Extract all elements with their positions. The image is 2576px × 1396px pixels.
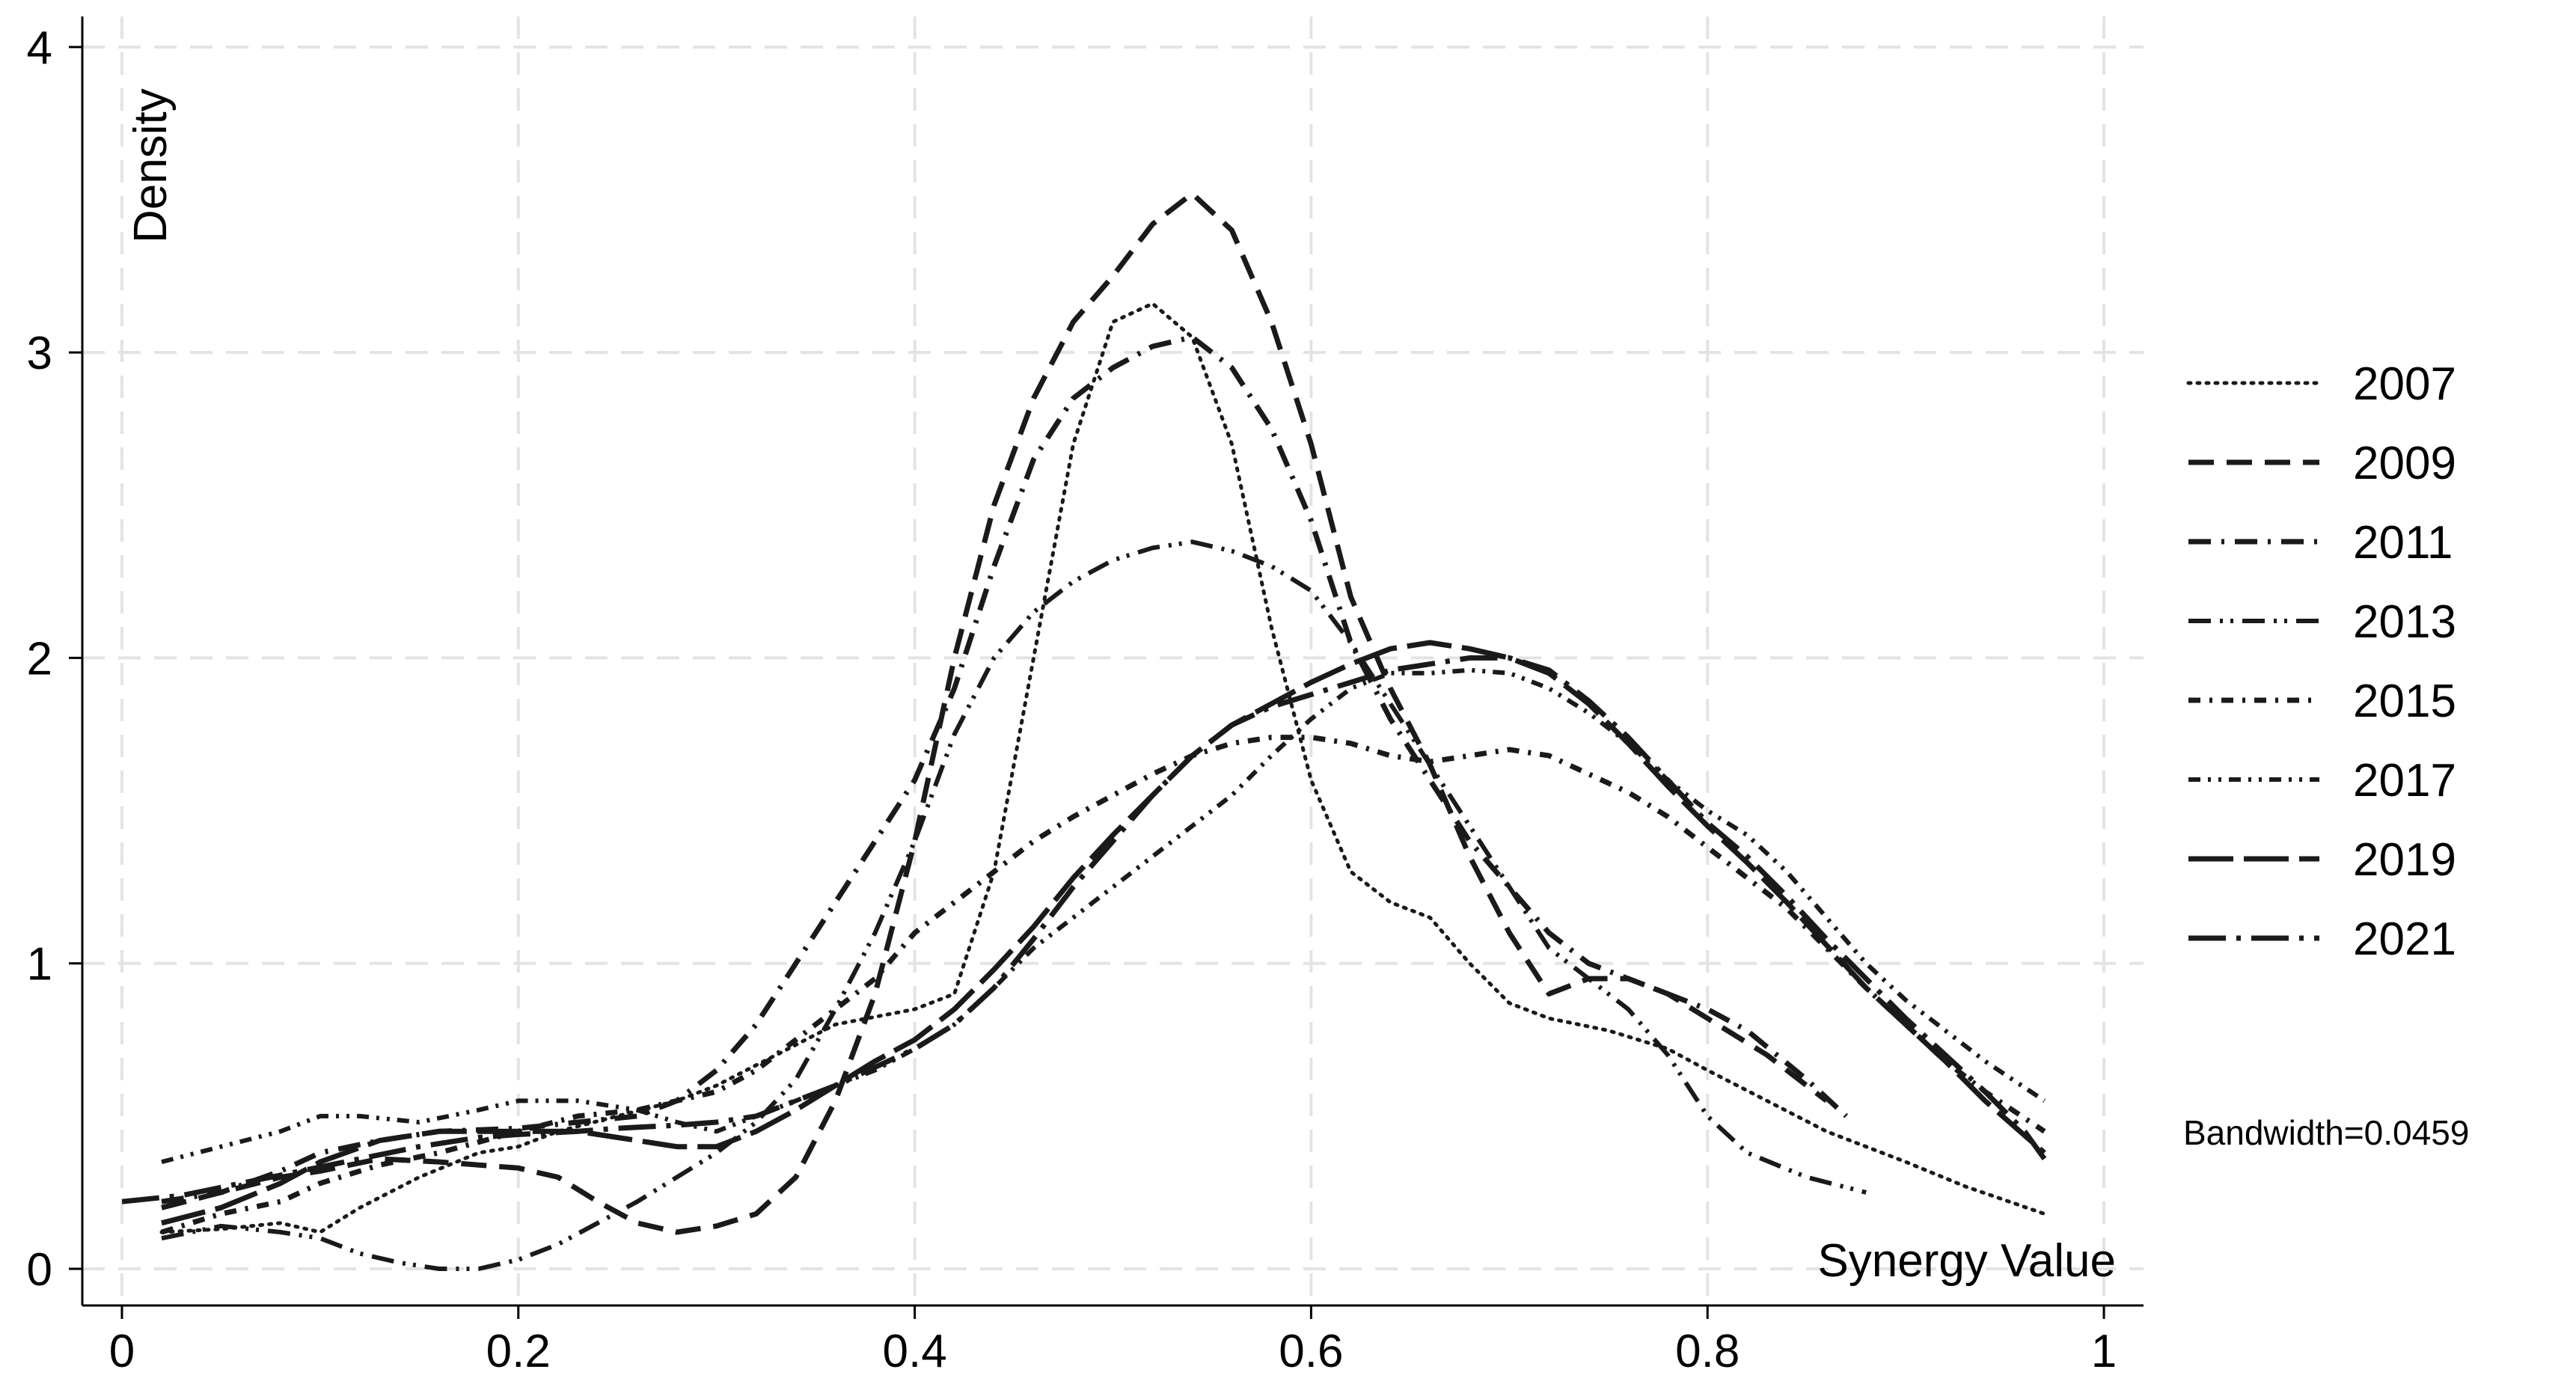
series-line-2013 bbox=[161, 539, 1867, 1271]
series-line-2011 bbox=[161, 334, 1848, 1204]
series-line-2007 bbox=[159, 301, 2046, 1234]
y-tick-label-1: 1 bbox=[27, 939, 52, 991]
x-tick-label-5: 1 bbox=[2091, 1326, 2117, 1377]
legend-label-2021: 2021 bbox=[2353, 913, 2456, 965]
series-lines bbox=[121, 191, 2047, 1271]
x-tick-label-0: 0 bbox=[109, 1326, 135, 1377]
series-line-2017 bbox=[161, 667, 2046, 1165]
y-tick-label-0: 0 bbox=[27, 1244, 52, 1296]
series-line-2015 bbox=[160, 735, 2046, 1235]
bandwidth-note: Bandwidth=0.0459 bbox=[2183, 1113, 2469, 1152]
x-ticks: 0 0.2 0.4 0.6 0.8 1 bbox=[109, 1305, 2117, 1377]
legend-label-2017: 2017 bbox=[2353, 755, 2456, 806]
legend-label-2007: 2007 bbox=[2353, 358, 2456, 410]
x-tick-label-3: 0.6 bbox=[1279, 1326, 1343, 1377]
x-axis-label: Synergy Value bbox=[1817, 1235, 2116, 1287]
legend-label-2019: 2019 bbox=[2353, 834, 2456, 886]
y-tick-label-3: 3 bbox=[27, 328, 52, 379]
legend: 2007 2009 2011 2013 2015 2017 2019 2021 bbox=[2186, 358, 2456, 965]
x-tick-label-4: 0.8 bbox=[1675, 1326, 1740, 1377]
legend-label-2011: 2011 bbox=[2353, 517, 2453, 569]
x-tick-label-2: 0.4 bbox=[882, 1326, 946, 1377]
y-ticks: 0 1 2 3 4 bbox=[27, 22, 82, 1296]
series-line-2019 bbox=[161, 640, 2046, 1226]
y-axis-label: Density bbox=[125, 88, 177, 243]
series-line-2021 bbox=[121, 655, 2047, 1204]
y-tick-label-4: 4 bbox=[27, 22, 52, 74]
legend-label-2013: 2013 bbox=[2353, 596, 2456, 648]
y-tick-label-2: 2 bbox=[27, 633, 52, 685]
legend-label-2009: 2009 bbox=[2353, 438, 2456, 489]
series-line-2009 bbox=[161, 191, 1829, 1235]
x-tick-label-1: 0.2 bbox=[486, 1326, 551, 1377]
legend-label-2015: 2015 bbox=[2353, 676, 2456, 727]
axes bbox=[81, 16, 2144, 1307]
